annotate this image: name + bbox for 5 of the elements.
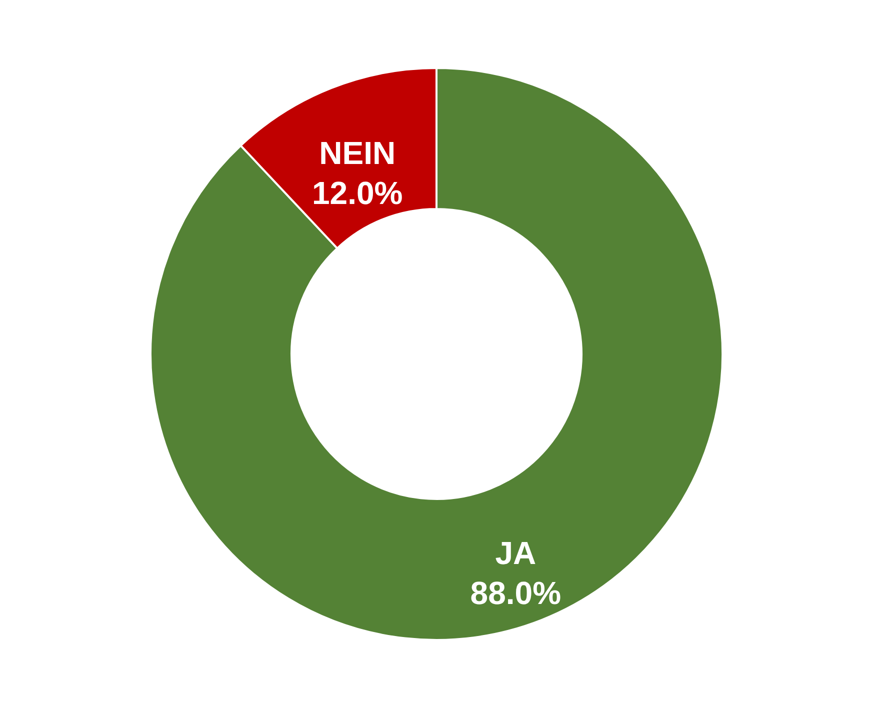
donut-slice [150, 67, 724, 641]
slice-label: JA [495, 534, 536, 571]
data-label: 88.0% [470, 574, 562, 611]
slice-label: NEIN [319, 135, 396, 172]
data-label: 12.0% [312, 175, 403, 212]
